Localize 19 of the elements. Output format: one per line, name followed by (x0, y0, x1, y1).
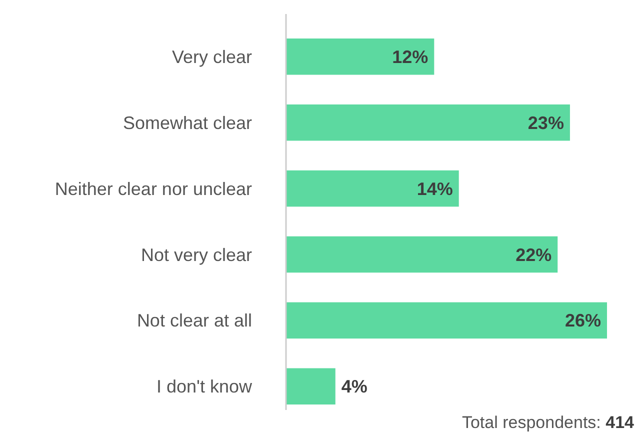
text: Total respondents: 414 (462, 413, 635, 432)
y-tick-label: Very clear (172, 46, 252, 67)
data-label: 26% (564, 310, 601, 331)
bar (286, 236, 558, 273)
bar (286, 38, 434, 75)
bar (286, 104, 570, 141)
y-tick-label: Neither clear nor unclear (54, 178, 252, 199)
data-label: 23% (528, 112, 564, 133)
bar (286, 368, 336, 404)
data-label: 12% (392, 46, 428, 67)
y-tick-label: Not clear at all (136, 310, 252, 331)
y-tick-label: Not very clear (140, 244, 252, 265)
data-label: 14% (416, 178, 453, 199)
y-tick-label: I don't know (156, 376, 253, 397)
bar (286, 170, 459, 207)
data-label: 4% (341, 376, 368, 397)
data-label: 22% (516, 244, 552, 265)
y-tick-label: Somewhat clear (122, 112, 252, 133)
bar (286, 302, 607, 339)
